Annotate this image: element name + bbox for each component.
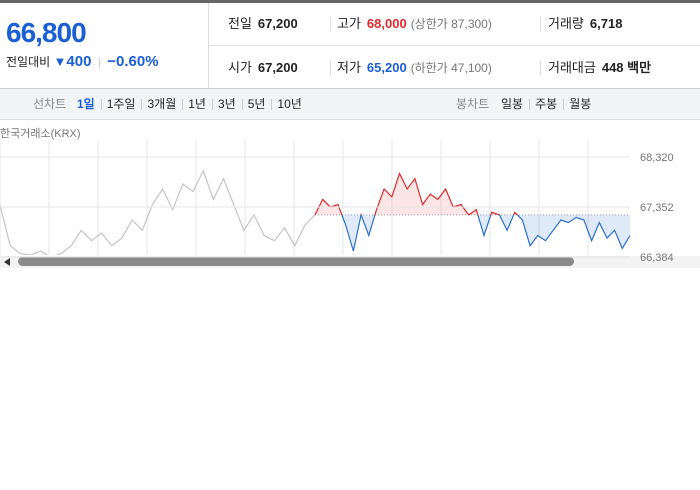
line xyxy=(0,169,316,255)
item-label: 고가 xyxy=(337,16,361,31)
chart-source: 한국거래소(KRX) xyxy=(0,127,81,140)
separator xyxy=(330,17,331,31)
period-tab[interactable]: 3개월 xyxy=(147,97,177,111)
item-value: 67,200 xyxy=(257,16,298,31)
area xyxy=(315,173,630,251)
change-rate: −0.60% xyxy=(107,53,159,70)
scrollbar-thumb[interactable] xyxy=(18,257,574,266)
separator xyxy=(540,61,541,75)
period-tab[interactable]: 5년 xyxy=(247,97,266,111)
candle-tab[interactable]: 주봉 xyxy=(535,97,558,111)
item-value: 67,200 xyxy=(257,60,298,75)
price: 66,800 xyxy=(6,17,87,48)
summary-item: 전일 67,200 xyxy=(228,3,298,45)
item-note: (하한가 47,100) xyxy=(410,61,492,75)
tab-group-label: 선차트 xyxy=(33,97,67,111)
tab-divider xyxy=(529,99,531,110)
summary-row: 시가 67,200 저가 65,200 (하한가 47,100) 거래대금 448 백만 xyxy=(209,47,700,89)
plot xyxy=(0,140,631,255)
divider: | xyxy=(97,55,101,69)
candle-tab[interactable]: 월봉 xyxy=(569,97,592,111)
quote-header: 66,800 전일대비 ▼400 | −0.60% 전일 67,200 고가 68,0… xyxy=(0,3,700,89)
item-label: 거래대금 xyxy=(548,60,596,75)
tab-divider xyxy=(211,99,213,110)
item-value: 65,200 xyxy=(366,60,407,75)
item-label: 전일 xyxy=(228,16,252,31)
item-value: 6,718 xyxy=(589,16,623,31)
item-value: 448 백만 xyxy=(601,60,652,75)
change-label: 전일대비 xyxy=(6,55,51,69)
scroll-left[interactable] xyxy=(4,258,10,266)
tab-divider xyxy=(241,99,243,110)
change-value: 400 xyxy=(66,53,92,70)
tab-group-label: 봉차트 xyxy=(456,97,490,111)
period-tab[interactable]: 1주일 xyxy=(106,97,136,111)
period-tab[interactable]: 3년 xyxy=(217,97,236,111)
summary-item: 시가 67,200 xyxy=(228,47,298,89)
summary-item: 거래량 6,718 xyxy=(548,3,622,45)
tab-divider xyxy=(100,99,102,110)
candle-tab[interactable]: 일봉 xyxy=(501,97,524,111)
y-tick-label: 66,384 xyxy=(640,252,674,264)
summary-item: 고가 68,000 (상한가 87,300) xyxy=(337,3,492,45)
tab-divider xyxy=(271,99,273,110)
change: 전일대비 ▼400 | −0.60% xyxy=(6,53,159,70)
tab-divider xyxy=(563,99,565,110)
summary-row: 전일 67,200 고가 68,000 (상한가 87,300) 거래량 6,718 xyxy=(209,3,700,45)
tab-bar: 선차트 1일 1주일 3개월 1년 3년 5년 10년 봉차트 일봉 주봉 월봉 xyxy=(0,89,700,120)
summary-item: 저가 65,200 (하한가 47,100) xyxy=(337,47,492,89)
row-divider xyxy=(209,45,700,46)
line xyxy=(314,171,631,252)
period-tab[interactable]: 1년 xyxy=(188,97,206,111)
item-label: 저가 xyxy=(337,60,361,75)
change-icon: ▼ xyxy=(53,54,67,69)
separator xyxy=(330,61,331,75)
y-tick-label: 67,352 xyxy=(640,202,674,214)
period-tab[interactable]: 10년 xyxy=(277,97,302,111)
tab-divider xyxy=(141,99,143,110)
item-value: 68,000 xyxy=(366,16,407,31)
item-label: 시가 xyxy=(228,60,252,75)
item-note: (상한가 87,300) xyxy=(410,17,492,31)
item-label: 거래량 xyxy=(548,16,584,31)
tab-divider xyxy=(182,99,184,110)
top-border xyxy=(0,0,700,3)
y-tick-label: 68,320 xyxy=(640,152,674,164)
period-tab[interactable]: 1일 xyxy=(77,97,95,111)
price-panel: 66,800 전일대비 ▼400 | −0.60% xyxy=(0,3,209,88)
summary-item: 거래대금 448 백만 xyxy=(548,47,651,89)
separator xyxy=(540,17,541,31)
chart: 한국거래소(KRX) 68,320 67,352 66,384 xyxy=(0,127,700,268)
